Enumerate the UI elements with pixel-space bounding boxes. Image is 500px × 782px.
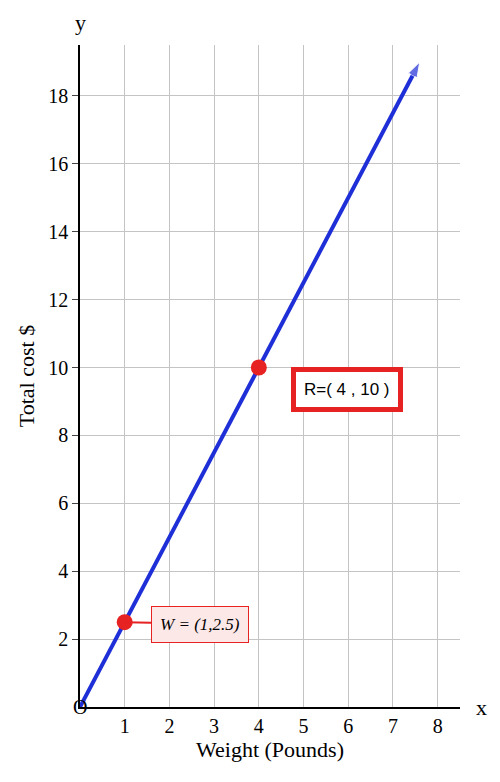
svg-text:8: 8 <box>433 715 443 737</box>
svg-text:R=( 4 , 10 ): R=( 4 , 10 ) <box>304 380 390 399</box>
svg-text:y: y <box>75 10 86 35</box>
svg-text:Total cost $: Total cost $ <box>14 325 39 427</box>
svg-text:16: 16 <box>48 153 68 175</box>
svg-text:3: 3 <box>209 715 219 737</box>
svg-text:O: O <box>73 696 87 718</box>
svg-text:8: 8 <box>58 424 68 446</box>
svg-text:5: 5 <box>299 715 309 737</box>
svg-text:14: 14 <box>48 221 68 243</box>
svg-text:18: 18 <box>48 85 68 107</box>
svg-text:2: 2 <box>58 628 68 650</box>
svg-text:W = (1,2.5): W = (1,2.5) <box>160 615 240 634</box>
svg-text:7: 7 <box>388 715 398 737</box>
svg-text:2: 2 <box>164 715 174 737</box>
svg-text:6: 6 <box>58 492 68 514</box>
svg-text:4: 4 <box>254 715 264 737</box>
svg-text:10: 10 <box>48 357 68 379</box>
svg-text:Weight (Pounds): Weight (Pounds) <box>196 737 344 762</box>
svg-text:4: 4 <box>58 560 68 582</box>
svg-text:1: 1 <box>120 715 130 737</box>
svg-text:12: 12 <box>48 289 68 311</box>
svg-text:6: 6 <box>343 715 353 737</box>
svg-text:x: x <box>476 695 487 720</box>
